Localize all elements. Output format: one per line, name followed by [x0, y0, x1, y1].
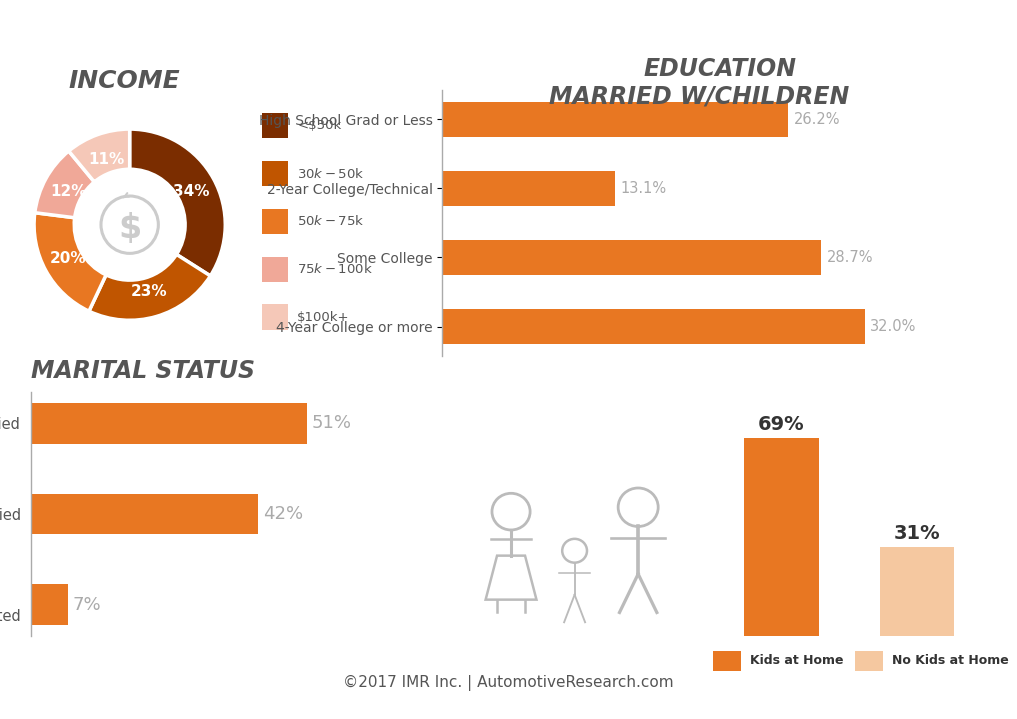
Text: $75k-$100k: $75k-$100k — [297, 262, 373, 276]
Text: 11%: 11% — [87, 152, 124, 167]
Text: 13.1%: 13.1% — [620, 181, 667, 196]
Text: 42%: 42% — [262, 505, 303, 523]
Text: 34%: 34% — [173, 183, 210, 198]
Text: 26.2%: 26.2% — [793, 111, 840, 127]
Text: $100k+: $100k+ — [297, 311, 350, 324]
Bar — [442, 240, 821, 275]
Wedge shape — [35, 213, 106, 311]
Text: 31%: 31% — [894, 524, 941, 543]
Text: MARITAL STATUS: MARITAL STATUS — [31, 359, 254, 383]
Text: 32.0%: 32.0% — [870, 319, 916, 334]
Text: 7%: 7% — [73, 596, 102, 614]
FancyBboxPatch shape — [713, 651, 741, 671]
Wedge shape — [35, 151, 95, 218]
Wedge shape — [88, 255, 211, 320]
Wedge shape — [69, 129, 130, 182]
Text: $30k-$50k: $30k-$50k — [297, 167, 364, 180]
Bar — [880, 547, 954, 636]
Text: 51%: 51% — [311, 414, 352, 432]
Wedge shape — [129, 129, 225, 276]
Text: Kids at Home: Kids at Home — [750, 654, 843, 667]
Text: $50k-$75k: $50k-$75k — [297, 214, 364, 229]
Text: ©2017 IMR Inc. | AutomotiveResearch.com: ©2017 IMR Inc. | AutomotiveResearch.com — [343, 675, 674, 692]
Bar — [442, 171, 615, 206]
Text: INCOME: INCOME — [68, 69, 180, 93]
Bar — [31, 494, 258, 534]
Text: 69%: 69% — [758, 415, 804, 434]
Text: $: $ — [118, 212, 141, 245]
Bar — [442, 309, 864, 344]
FancyArrowPatch shape — [123, 193, 129, 197]
FancyBboxPatch shape — [262, 305, 288, 329]
FancyBboxPatch shape — [262, 209, 288, 234]
Bar — [31, 403, 307, 444]
Title: EDUCATION: EDUCATION — [643, 57, 796, 81]
FancyBboxPatch shape — [855, 651, 884, 671]
Bar — [744, 438, 819, 636]
Text: UNDERSTAND: UNDERSTAND — [295, 11, 722, 65]
Text: 20%: 20% — [50, 251, 86, 266]
FancyBboxPatch shape — [262, 113, 288, 139]
FancyBboxPatch shape — [262, 257, 288, 282]
Text: 23%: 23% — [131, 284, 168, 299]
Bar — [31, 585, 68, 626]
Text: MARRIED W/CHILDREN: MARRIED W/CHILDREN — [549, 85, 849, 109]
FancyBboxPatch shape — [262, 161, 288, 186]
Text: <$30k: <$30k — [297, 119, 342, 132]
Text: 12%: 12% — [50, 183, 86, 198]
Text: 28.7%: 28.7% — [827, 250, 873, 265]
Bar — [442, 102, 788, 137]
Text: No Kids at Home: No Kids at Home — [892, 654, 1009, 667]
